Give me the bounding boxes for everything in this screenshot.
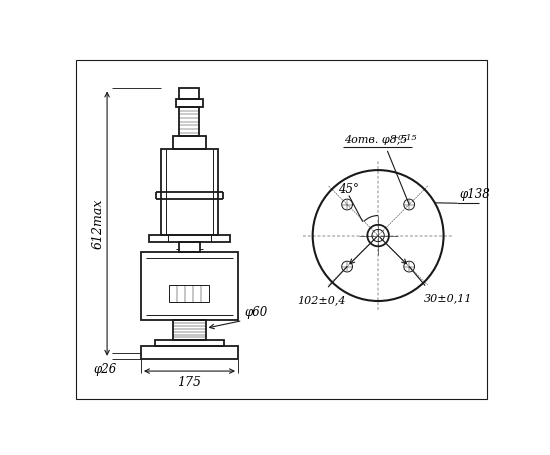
Text: 612max: 612max xyxy=(91,198,104,249)
Text: 30±0,11: 30±0,11 xyxy=(424,293,472,303)
Bar xyxy=(173,320,206,340)
Text: 45°: 45° xyxy=(338,182,359,196)
Text: 175: 175 xyxy=(178,376,201,389)
Text: φ26: φ26 xyxy=(94,364,117,376)
Bar xyxy=(169,285,210,302)
Text: φ138: φ138 xyxy=(459,188,490,201)
Bar xyxy=(155,340,224,346)
Bar xyxy=(173,136,206,148)
Bar xyxy=(179,88,200,99)
Text: φ60: φ60 xyxy=(244,306,267,319)
Bar xyxy=(141,253,238,320)
Bar xyxy=(179,242,200,253)
Bar xyxy=(141,346,238,359)
Bar xyxy=(175,99,204,107)
Text: 102±0,4: 102±0,4 xyxy=(297,295,346,305)
Text: +0,15: +0,15 xyxy=(391,133,417,141)
Text: 4отв. φ8,5: 4отв. φ8,5 xyxy=(344,136,408,146)
Bar xyxy=(148,235,230,242)
Bar xyxy=(179,107,200,136)
Bar xyxy=(161,148,218,235)
